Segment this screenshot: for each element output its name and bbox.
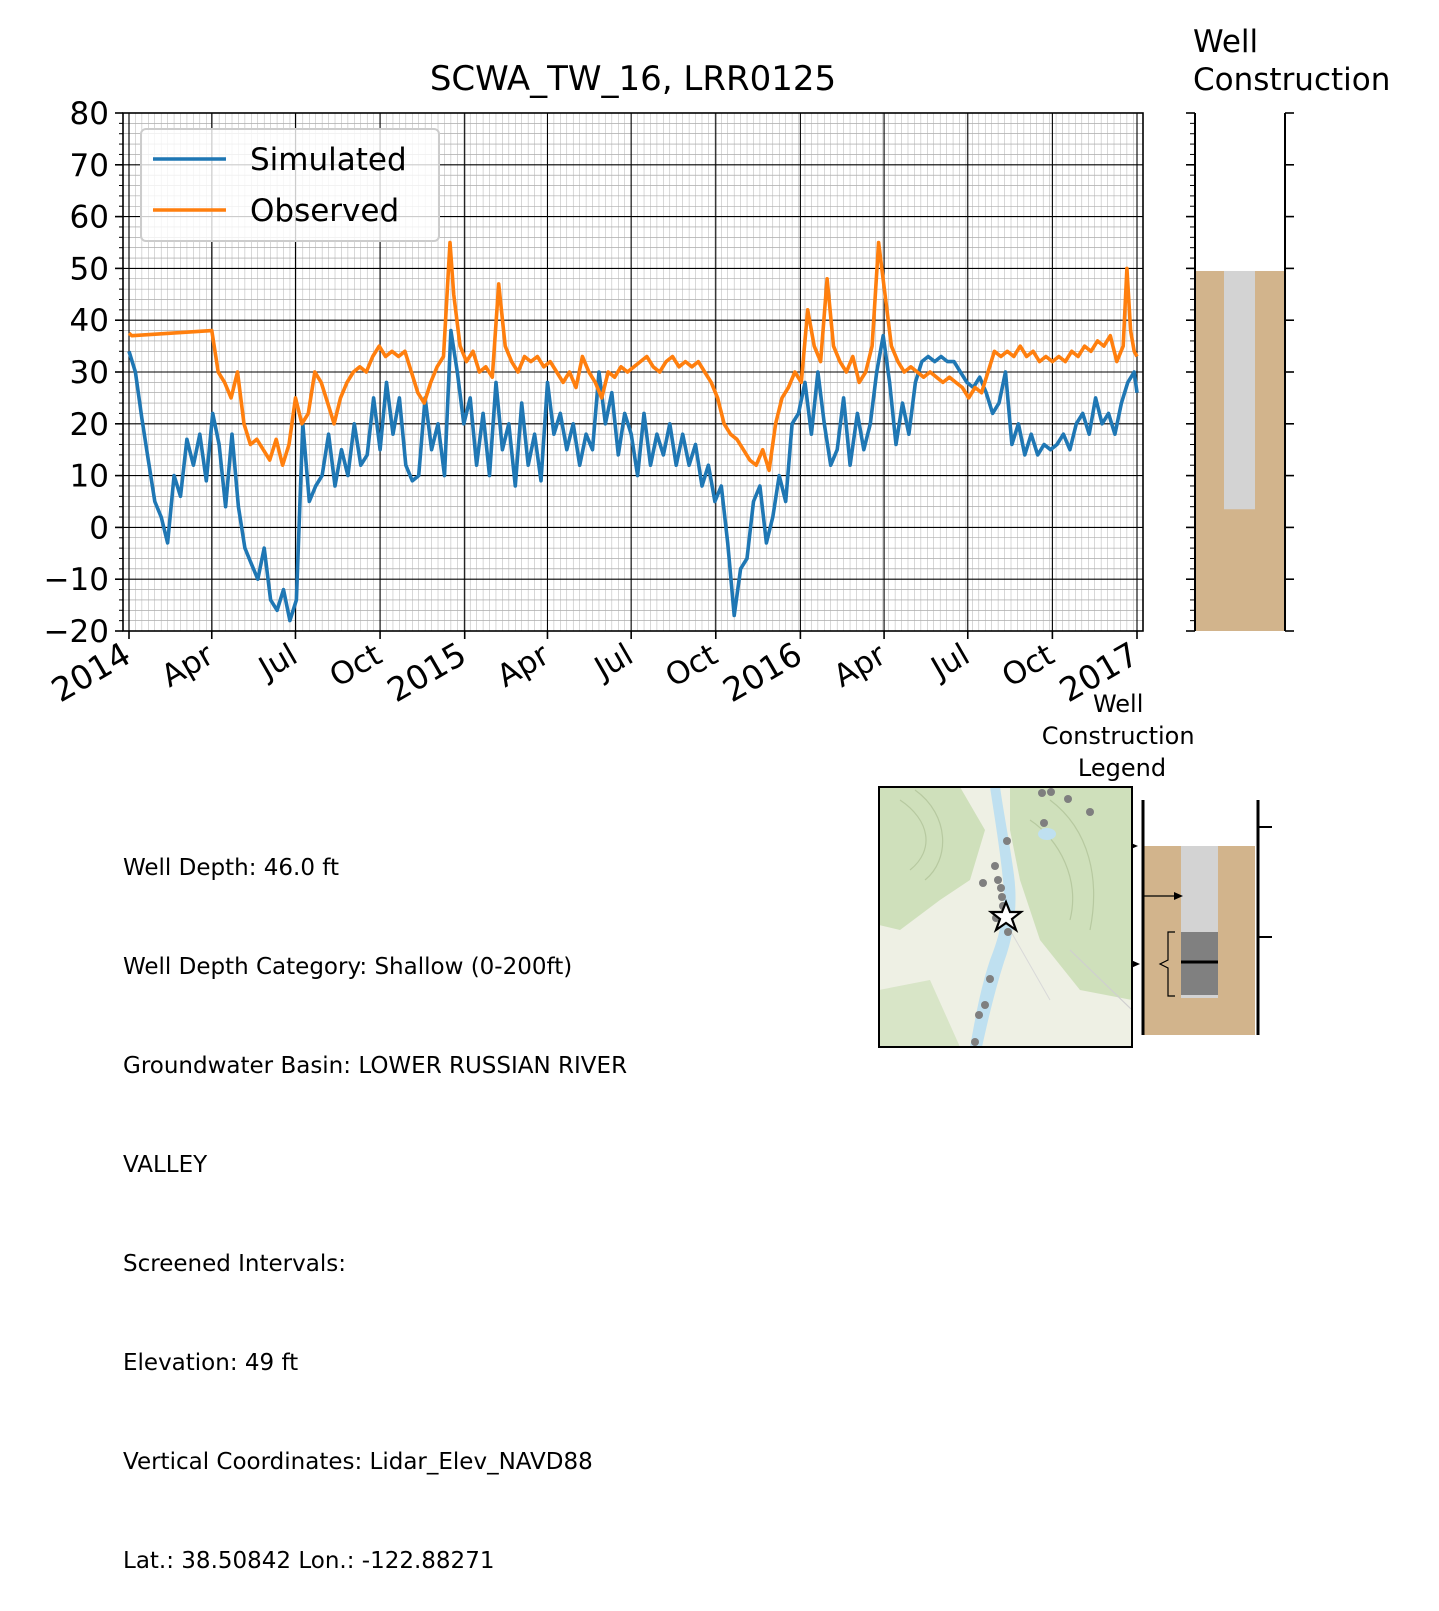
well-point [1004,928,1012,936]
y-tick-label: 70 [70,148,109,184]
chart-title: SCWA_TW_16, LRR0125 [430,59,836,99]
y-tick-label: 80 [70,96,109,132]
well-points [971,788,1094,1046]
well-point [994,876,1002,884]
y-tick-label: −20 [44,614,109,650]
info-elevation: Elevation: 49 ft [123,1350,299,1376]
well-construction-legend-title: Well Construction Legend [1042,690,1202,782]
grid [123,112,1143,632]
y-tick-label: 40 [70,303,109,339]
legend: Simulated Observed [140,128,440,242]
y-tick-label: −10 [44,562,109,598]
y-tick-label: 20 [70,407,109,443]
y-tick-label: 10 [70,459,109,495]
well-point [975,1011,983,1019]
well-point [1003,837,1011,845]
well-construction-legend-diagram [1131,800,1272,1035]
info-vertical-coordinates: Vertical Coordinates: Lidar_Elev_NAVD88 [123,1449,593,1475]
series-lines [127,240,1139,623]
well-point [997,884,1005,892]
legend-label-simulated: Simulated [250,142,407,178]
info-depth-category: Well Depth Category: Shallow (0-200ft) [123,954,573,980]
info-lat-lon: Lat.: 38.50842 Lon.: -122.88271 [123,1548,495,1574]
x-tick-label: Oct [659,637,723,695]
series-line-observed [127,240,1139,473]
well-point [1038,789,1046,797]
series-line-simulated [127,328,1139,623]
well-construction-title: Well Construction [1193,24,1390,98]
y-tick-label: 60 [70,200,109,236]
x-tick-label: Oct [996,637,1060,695]
well-point [1047,788,1055,796]
well-point [1040,819,1048,827]
well-point [1086,808,1094,816]
well-point [998,893,1006,901]
y-tick-label: 30 [70,355,109,391]
location-map [878,786,1133,1048]
x-tick-label: Apr [155,637,220,695]
well-point [991,862,999,870]
x-tick-label: 2015 [380,634,472,710]
info-screened-intervals: Screened Intervals: [123,1251,346,1277]
x-tick-label: 2016 [716,634,808,710]
well-point [979,879,987,887]
well-point [1064,795,1072,803]
info-groundwater-basin: Groundwater Basin: LOWER RUSSIAN RIVER [123,1053,628,1079]
well-point [981,1001,989,1009]
y-axis: −20 −10 0 10 20 30 40 50 60 70 80 [44,96,123,650]
x-tick-label: Apr [491,637,556,695]
well-construction-panel [1186,112,1294,632]
info-well-depth: Well Depth: 46.0 ft [123,855,339,881]
well-point [986,975,994,983]
x-tick-label: Jul [924,637,976,688]
x-tick-label: Jul [587,637,639,688]
y-tick-label: 0 [89,510,109,546]
x-tick-label: Apr [828,637,893,695]
info-groundwater-basin-cont: VALLEY [123,1152,208,1178]
x-tick-label: Oct [324,637,388,695]
well-info-text: Well Depth: 46.0 ft Well Depth Category:… [123,786,627,1611]
legend-label-observed: Observed [250,193,399,229]
x-tick-label: Jul [251,637,303,688]
y-tick-label: 50 [70,251,109,287]
star-icon [987,899,1025,933]
well-point [971,1038,979,1046]
figure: SCWA_TW_16, LRR0125 −20 −10 0 10 20 30 40 50 60 7… [44,24,1390,1048]
casing [1224,270,1255,510]
